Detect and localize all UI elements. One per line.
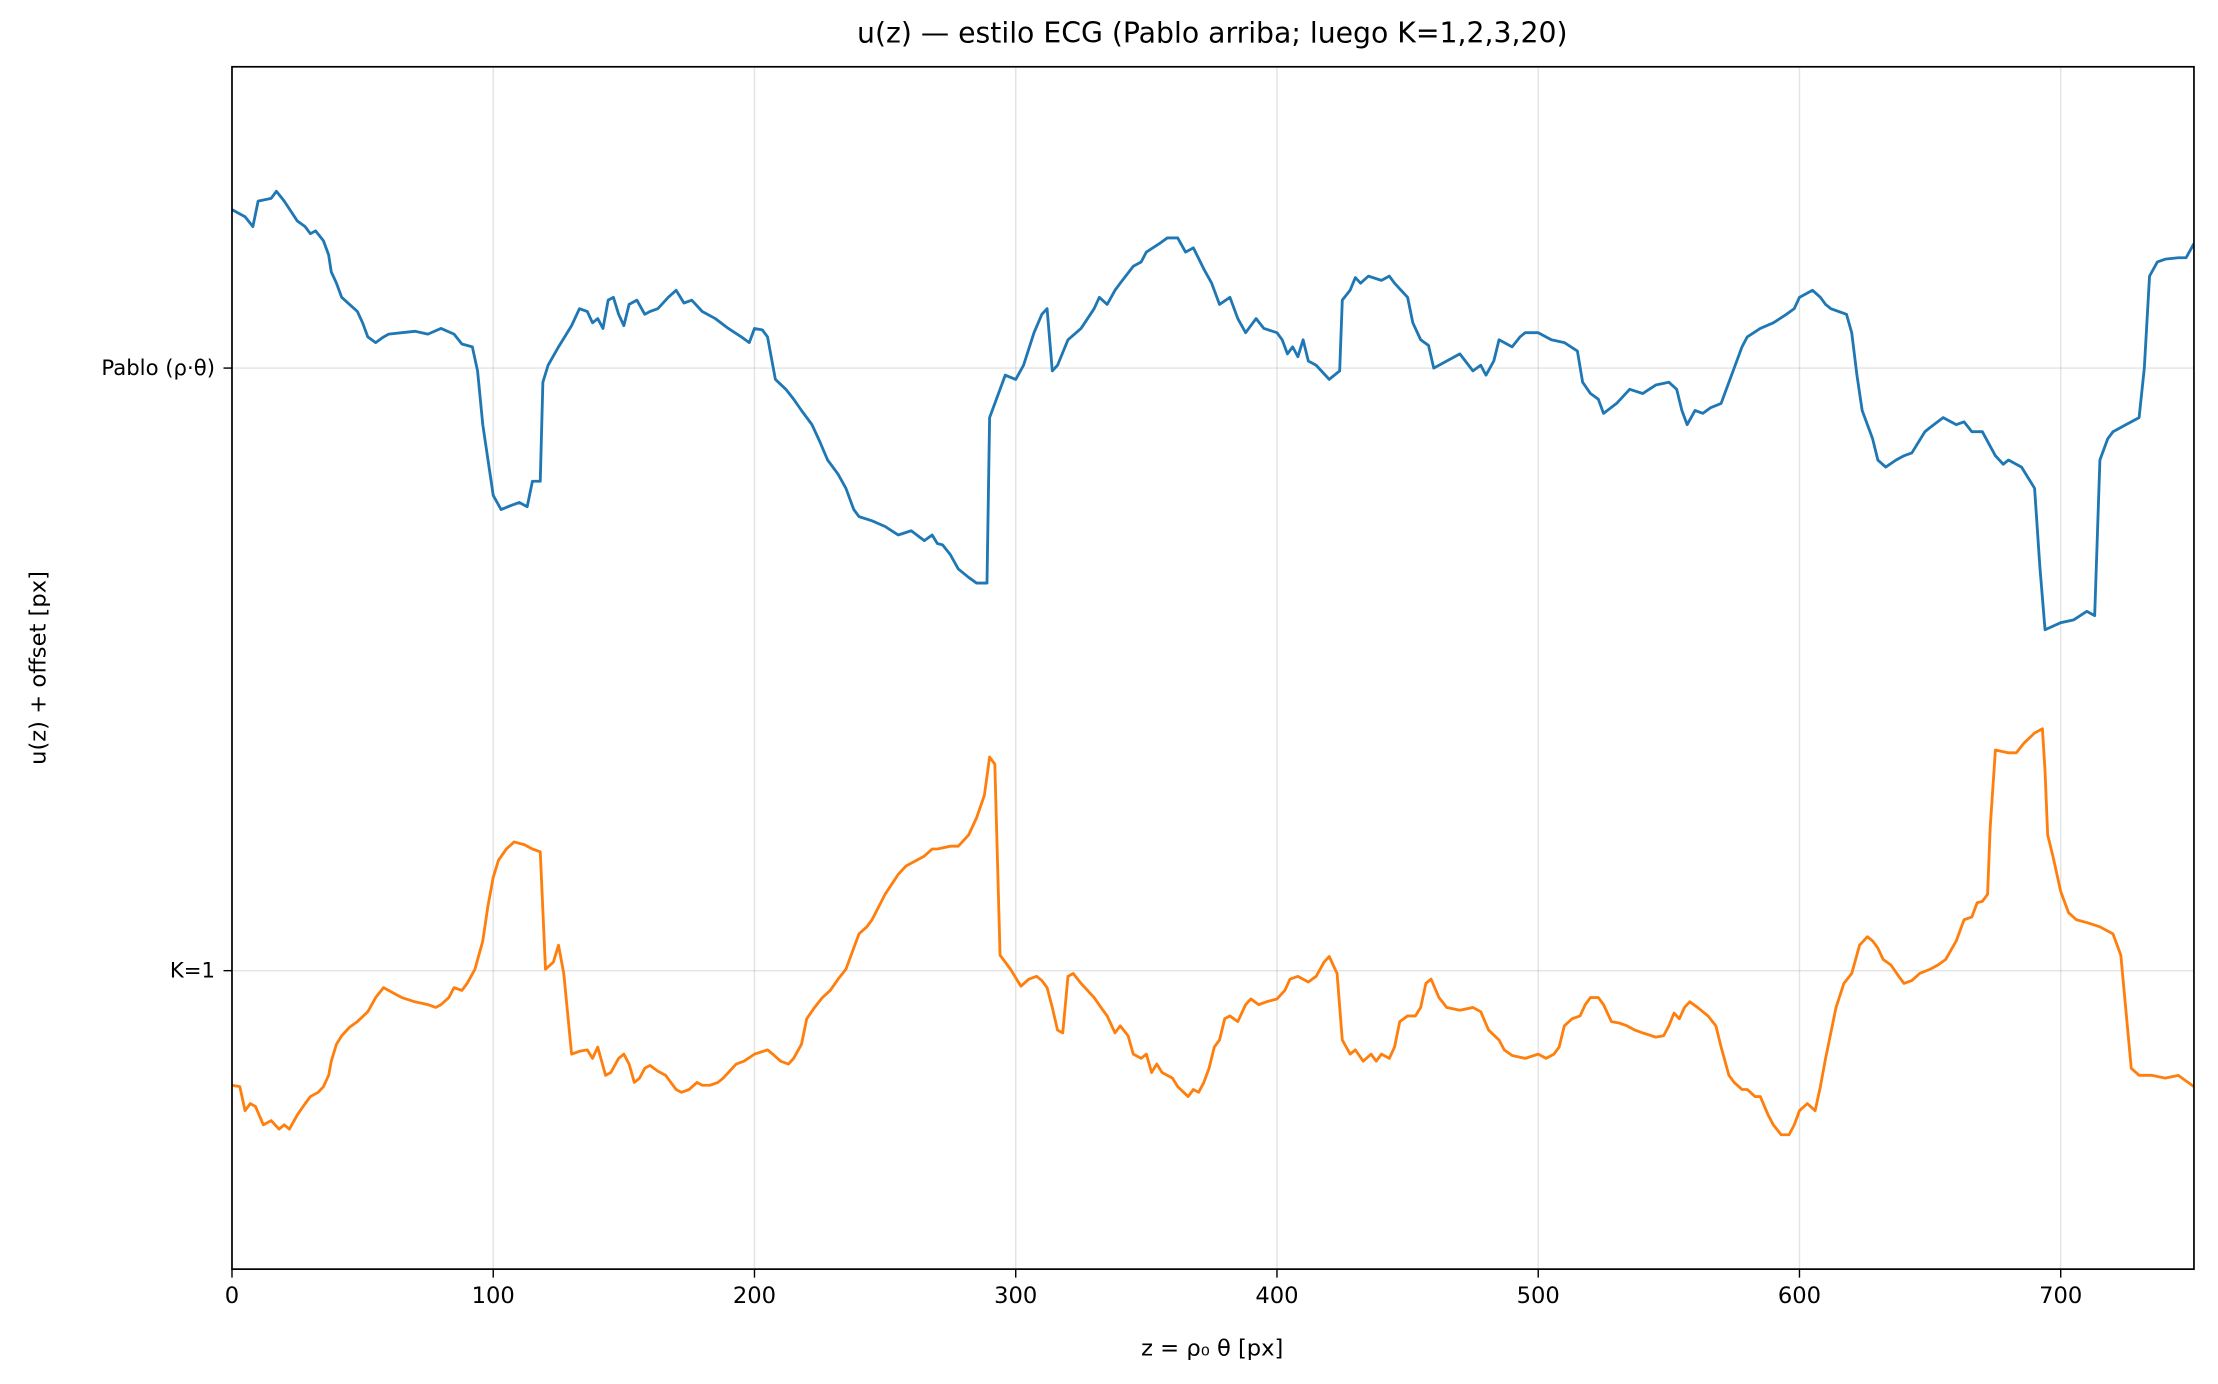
line-series xyxy=(231,189,2194,632)
line-series xyxy=(231,727,2194,1137)
y-tick-label: Pablo (ρ·θ) xyxy=(101,356,215,381)
x-tick-label: 300 xyxy=(994,1283,1037,1309)
x-tick-label: 700 xyxy=(2039,1283,2082,1309)
x-tick-label: 600 xyxy=(1778,1283,1821,1309)
chart-title: u(z) — estilo ECG (Pablo arriba; luego K… xyxy=(857,17,1567,50)
y-axis-label: u(z) + offset [px] xyxy=(25,571,51,765)
plot-frame xyxy=(231,65,2195,1270)
x-tick-label: 0 xyxy=(225,1283,239,1309)
y-tick-label: K=1 xyxy=(170,959,215,984)
x-tick-label: 500 xyxy=(1517,1283,1560,1309)
x-tick-label: 100 xyxy=(472,1283,515,1309)
x-tick-label: 400 xyxy=(1255,1283,1298,1309)
x-axis-label: z = ρ₀ θ [px] xyxy=(1141,1335,1283,1361)
x-tick-label: 200 xyxy=(733,1283,776,1309)
